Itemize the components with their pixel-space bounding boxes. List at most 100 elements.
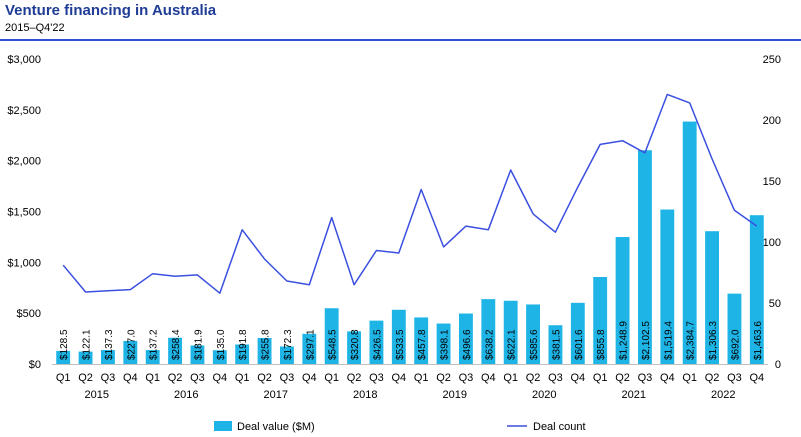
bar-deal-value bbox=[548, 325, 563, 364]
x-tick-label: Q3 bbox=[727, 372, 742, 384]
bar-deal-value bbox=[570, 302, 585, 364]
y-right-tick-label: 200 bbox=[763, 115, 781, 127]
y-left-tick-label: $2,500 bbox=[7, 105, 41, 117]
x-year-label: 2019 bbox=[443, 389, 467, 401]
bar-deal-value bbox=[459, 313, 473, 364]
x-year-label: 2016 bbox=[174, 389, 198, 401]
legend-label-deal-count: Deal count bbox=[533, 421, 586, 433]
x-tick-label: Q2 bbox=[168, 372, 183, 384]
y-left-tick-label: $2,000 bbox=[7, 156, 41, 168]
line-deal-count bbox=[62, 93, 758, 294]
bar-data-label: $548.5 bbox=[328, 329, 339, 360]
bar-deal-value bbox=[705, 231, 719, 364]
bar-data-label: $128.5 bbox=[59, 329, 70, 360]
bar-data-label: $137.3 bbox=[104, 329, 115, 360]
bar-data-label: $381.5 bbox=[551, 329, 562, 360]
bar-deal-value bbox=[347, 331, 361, 364]
x-tick-label: Q4 bbox=[660, 372, 675, 384]
x-tick-label: Q3 bbox=[638, 372, 653, 384]
x-tick-label: Q3 bbox=[190, 372, 205, 384]
x-tick-label: Q3 bbox=[369, 372, 384, 384]
bar-data-label: $1,248.9 bbox=[619, 321, 630, 360]
bar-deal-value bbox=[78, 351, 93, 364]
bar-data-label: $2,384.7 bbox=[686, 321, 697, 360]
bar-data-label: $622.1 bbox=[507, 329, 518, 360]
y-right-tick-label: 0 bbox=[775, 359, 781, 371]
bar-data-label: $1,519.4 bbox=[663, 321, 674, 360]
x-tick-label: Q4 bbox=[391, 372, 406, 384]
y-left-tick-label: $500 bbox=[17, 308, 41, 320]
x-tick-label: Q4 bbox=[212, 372, 227, 384]
bar-deal-value bbox=[190, 345, 205, 364]
x-tick-label: Q1 bbox=[235, 372, 250, 384]
bar-deal-value bbox=[481, 299, 496, 364]
bar-deal-value bbox=[123, 340, 138, 364]
bar-data-label: $457.8 bbox=[417, 329, 428, 360]
bar-data-label: $255.8 bbox=[261, 329, 272, 360]
bar-deal-value bbox=[369, 320, 384, 364]
x-tick-label: Q1 bbox=[503, 372, 518, 384]
bar-deal-value bbox=[414, 317, 429, 364]
x-tick-label: Q4 bbox=[481, 372, 496, 384]
y-right-tick-label: 150 bbox=[763, 176, 781, 188]
bar-deal-value bbox=[257, 337, 272, 364]
x-tick-label: Q3 bbox=[280, 372, 295, 384]
x-tick-label: Q2 bbox=[526, 372, 541, 384]
bar-data-label: $227.0 bbox=[126, 329, 137, 360]
x-tick-label: Q4 bbox=[570, 372, 585, 384]
bar-data-label: $601.6 bbox=[574, 329, 585, 360]
bar-deal-value bbox=[302, 333, 317, 364]
x-year-label: 2018 bbox=[353, 389, 377, 401]
x-year-label: 2015 bbox=[85, 389, 109, 401]
bar-deal-value bbox=[749, 215, 764, 364]
y-right-tick-label: 250 bbox=[763, 54, 781, 66]
bar-deal-value bbox=[235, 344, 250, 364]
y-left-tick-label: $1,000 bbox=[7, 257, 41, 269]
bar-data-label: $137.2 bbox=[149, 329, 160, 360]
x-tick-label: Q3 bbox=[548, 372, 563, 384]
x-tick-label: Q2 bbox=[347, 372, 362, 384]
bar-data-label: $191.8 bbox=[238, 329, 249, 360]
bar-data-label: $2,102.5 bbox=[641, 321, 652, 360]
x-tick-label: Q4 bbox=[749, 372, 764, 384]
x-tick-label: Q1 bbox=[145, 372, 160, 384]
x-tick-label: Q1 bbox=[682, 372, 697, 384]
y-right-tick-label: 50 bbox=[769, 298, 781, 310]
x-tick-label: Q4 bbox=[123, 372, 138, 384]
bar-data-label: $181.9 bbox=[193, 329, 204, 360]
bar-deal-value bbox=[101, 350, 115, 364]
y-left-tick-label: $1,500 bbox=[7, 207, 41, 219]
bar-data-label: $172.3 bbox=[283, 329, 294, 360]
chart-subtitle: 2015–Q4'22 bbox=[5, 22, 65, 34]
bar-data-label: $258.4 bbox=[171, 329, 182, 360]
bar-deal-value bbox=[503, 300, 518, 364]
bar-deal-value bbox=[638, 150, 652, 364]
bar-data-label: $533.5 bbox=[395, 329, 406, 360]
bar-data-label: $855.8 bbox=[596, 329, 607, 360]
bar-data-label: $135.0 bbox=[216, 329, 227, 360]
bar-data-label: $426.5 bbox=[372, 329, 383, 360]
x-tick-label: Q2 bbox=[257, 372, 272, 384]
x-tick-label: Q1 bbox=[56, 372, 71, 384]
bar-deal-value bbox=[660, 209, 675, 364]
y-left-tick-label: $0 bbox=[29, 359, 41, 371]
bar-data-label: $692.0 bbox=[730, 329, 741, 360]
chart-title: Venture financing in Australia bbox=[5, 2, 217, 19]
bar-data-label: $496.6 bbox=[462, 329, 473, 360]
x-tick-label: Q1 bbox=[324, 372, 339, 384]
bar-deal-value bbox=[212, 350, 227, 364]
title-divider bbox=[0, 39, 801, 41]
x-tick-label: Q1 bbox=[593, 372, 608, 384]
bar-data-label: $585.6 bbox=[529, 329, 540, 360]
bar-deal-value bbox=[436, 323, 451, 364]
x-tick-label: Q3 bbox=[459, 372, 474, 384]
x-year-label: 2022 bbox=[711, 389, 735, 401]
bar-deal-value bbox=[56, 350, 71, 364]
y-left-tick-label: $3,000 bbox=[7, 54, 41, 66]
bar-data-label: $297.1 bbox=[305, 329, 316, 360]
legend-label-deal-value: Deal value ($M) bbox=[237, 421, 315, 433]
bar-deal-value bbox=[727, 293, 742, 364]
bar-data-label: $320.8 bbox=[350, 329, 361, 360]
x-tick-label: Q2 bbox=[436, 372, 451, 384]
bar-deal-value bbox=[391, 309, 406, 364]
